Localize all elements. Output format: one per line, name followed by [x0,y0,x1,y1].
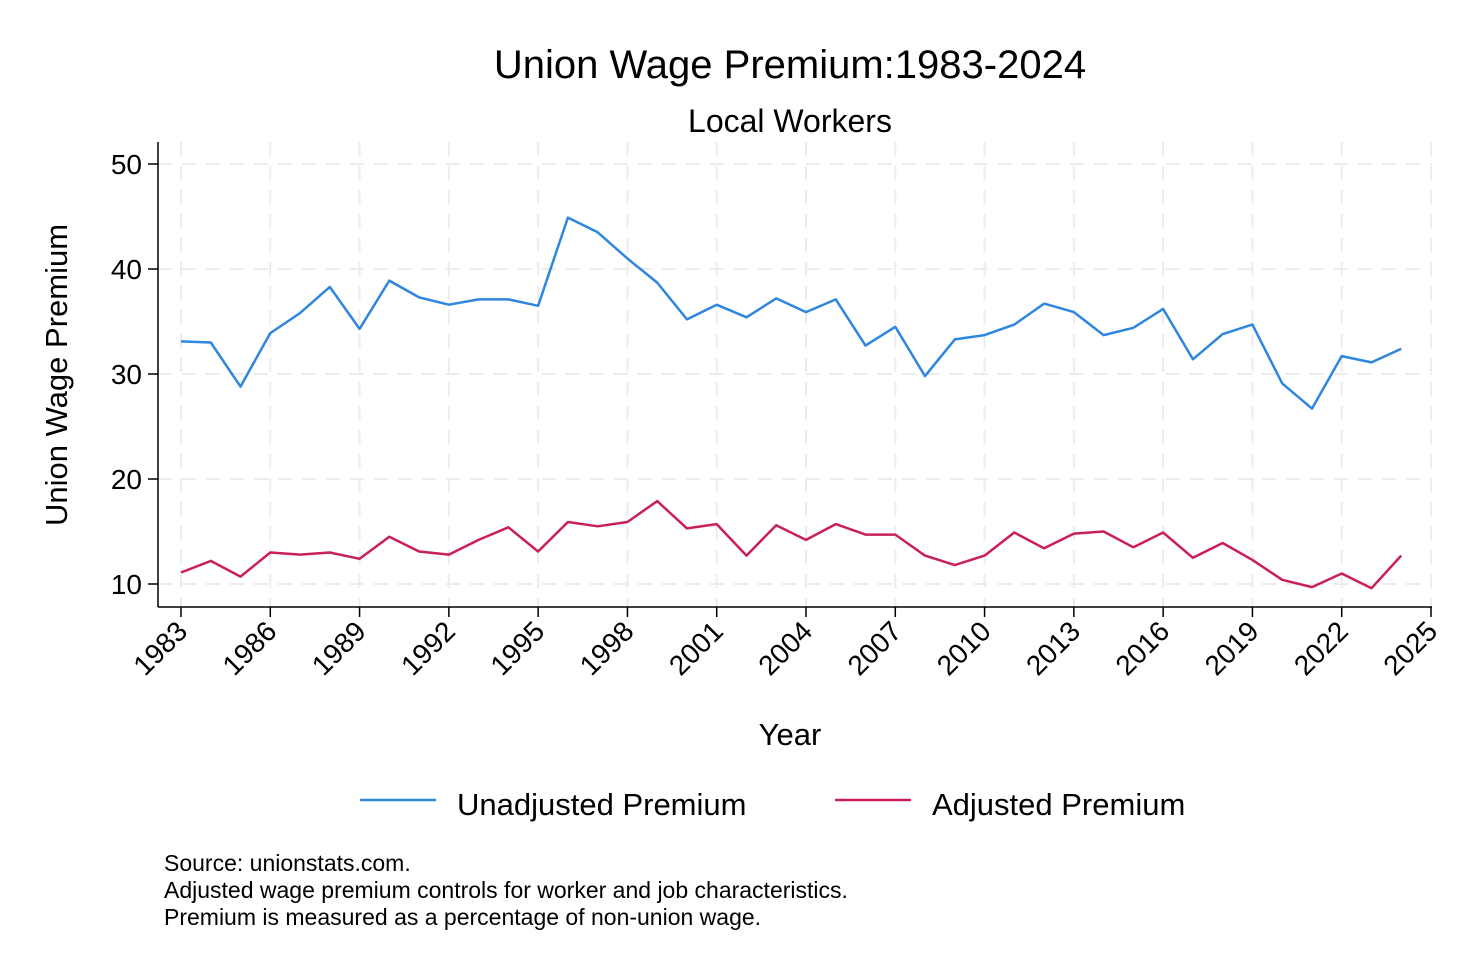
series-line-unadjusted [180,216,1402,410]
y-tick-label: 30 [111,359,142,390]
x-tick-label: 2016 [1109,615,1175,681]
legend: Unadjusted Premium Adjusted Premium [360,787,1185,822]
y-tick-label: 40 [111,254,142,285]
note-measure: Premium is measured as a percentage of n… [164,904,761,930]
x-tick-label: 1998 [574,615,640,681]
x-tick-label: 1986 [217,615,283,681]
x-tick-label: 1989 [306,615,372,681]
x-axis-ticks: 1983 1986 1989 1992 1995 1998 2001 2004 2007 2010… [127,607,1443,681]
chart-title: Union Wage Premium:1983-2024 [494,43,1086,87]
y-axis-label: Union Wage Premium [39,224,74,526]
source-notes: Source: unionstats.com. Adjusted wage pr… [164,850,848,930]
y-axis-ticks: 10 20 30 40 50 [111,149,158,600]
grid [158,142,1432,607]
x-tick-label: 2001 [663,615,729,681]
x-tick-label: 1992 [395,615,461,681]
x-tick-label: 2004 [752,615,818,681]
series-lines [180,216,1403,590]
chart-subtitle: Local Workers [688,103,892,139]
legend-label-unadjusted: Unadjusted Premium [457,787,746,822]
x-tick-label: 1983 [127,615,193,681]
series-line-adjusted [180,499,1403,590]
x-tick-label: 2007 [842,615,908,681]
x-tick-label: 2025 [1377,615,1443,681]
x-tick-label: 2010 [931,615,997,681]
legend-label-adjusted: Adjusted Premium [932,787,1185,822]
note-adjusted: Adjusted wage premium controls for worke… [164,877,848,903]
x-axis-label: Year [759,717,822,752]
x-tick-label: 2013 [1020,615,1086,681]
x-tick-label: 1995 [484,615,550,681]
y-tick-label: 50 [111,149,142,180]
y-tick-label: 10 [111,569,142,600]
note-source: Source: unionstats.com. [164,850,411,876]
x-tick-label: 2019 [1199,615,1265,681]
x-tick-label: 2022 [1288,615,1354,681]
y-tick-label: 20 [111,464,142,495]
